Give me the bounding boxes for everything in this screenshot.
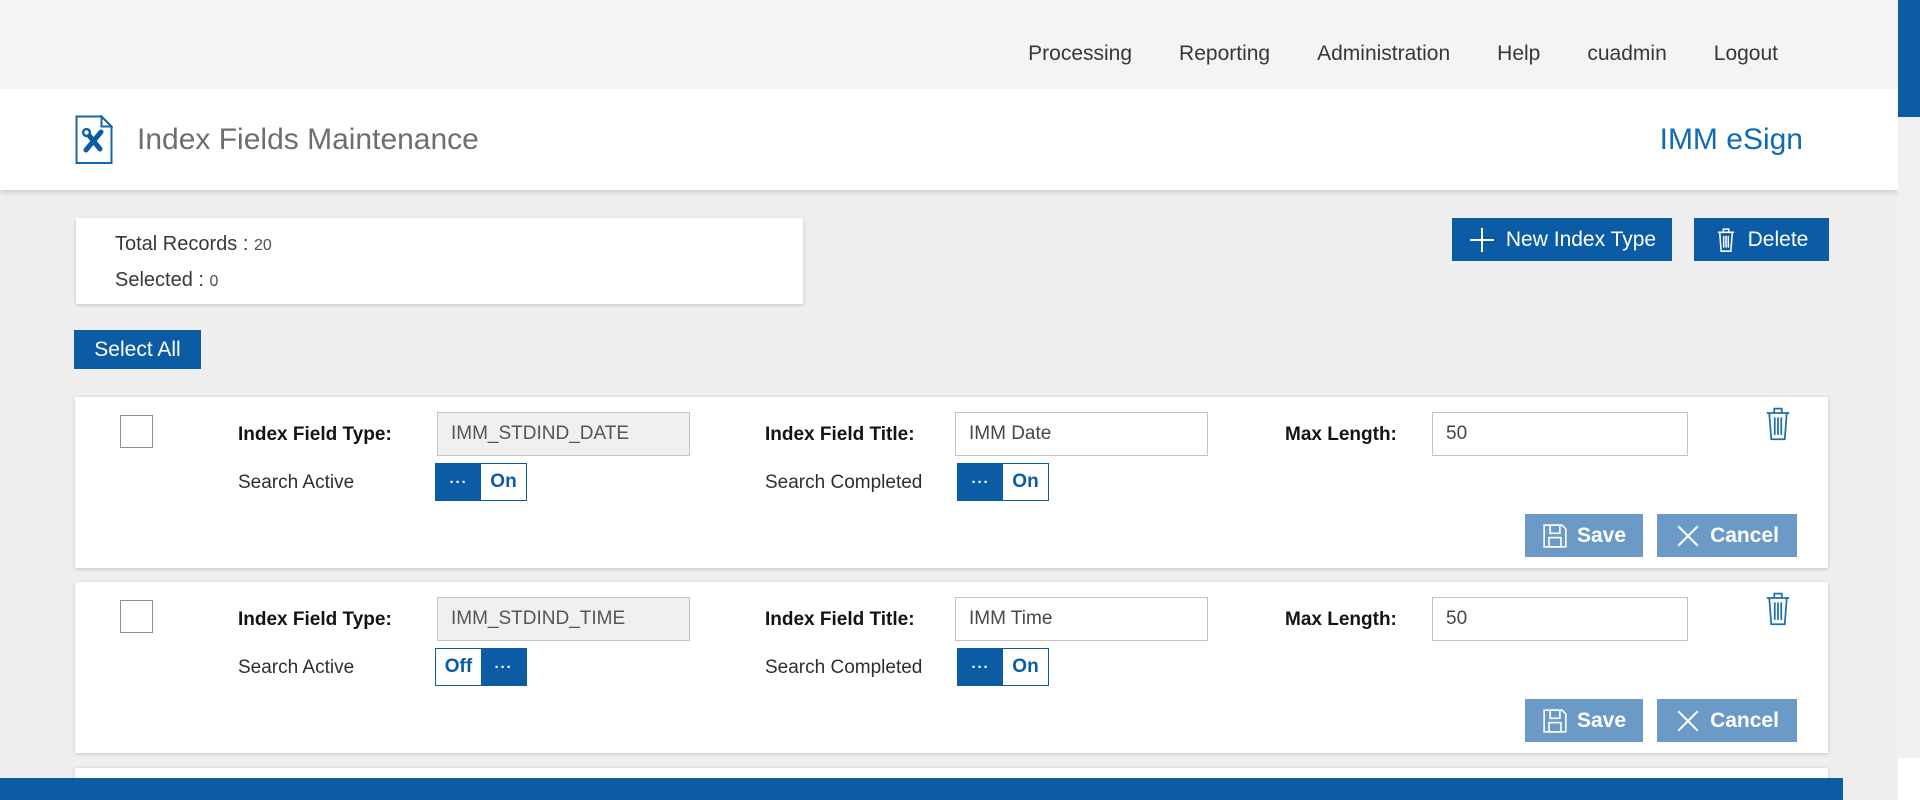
selected-label: Selected :: [115, 269, 204, 291]
max-length-input[interactable]: [1432, 597, 1688, 641]
new-index-type-label: New Index Type: [1505, 227, 1657, 251]
selected-value: 0: [209, 273, 219, 290]
search-completed-toggle-on[interactable]: ··· On: [957, 648, 1049, 686]
cancel-label: Cancel: [1710, 523, 1779, 547]
plus-icon: [1468, 226, 1496, 254]
cancel-x-icon: [1675, 708, 1701, 734]
search-completed-label: Search Completed: [765, 657, 923, 678]
search-active-toggle-on[interactable]: ··· On: [435, 463, 527, 501]
delete-button[interactable]: Delete: [1694, 218, 1829, 261]
toggle-handle: ···: [958, 649, 1003, 685]
max-length-label: Max Length:: [1285, 424, 1397, 445]
new-index-type-button[interactable]: New Index Type: [1452, 218, 1672, 261]
toggle-handle: ···: [436, 464, 481, 500]
total-records-line: Total Records : 20: [115, 233, 803, 256]
top-nav: Processing Reporting Administration Help…: [0, 0, 1898, 89]
nav-reporting[interactable]: Reporting: [1179, 41, 1271, 65]
page-title: Index Fields Maintenance: [137, 122, 479, 156]
save-label: Save: [1576, 523, 1627, 547]
row-checkbox[interactable]: [120, 415, 153, 448]
scrollbar-bottom-segment: [1898, 758, 1920, 800]
index-field-row: Index Field Type: Index Field Title: Max…: [75, 582, 1828, 753]
nav-processing[interactable]: Processing: [1028, 41, 1133, 65]
index-field-row: Index Field Type: Index Field Title: Max…: [75, 397, 1828, 568]
trash-icon: [1715, 226, 1737, 253]
index-field-title-input[interactable]: [955, 412, 1208, 456]
toggle-state-label: On: [1012, 656, 1039, 677]
save-floppy-icon: [1542, 523, 1568, 549]
brand-logo: IMM eSign: [1659, 122, 1803, 156]
index-field-title-label: Index Field Title:: [765, 609, 915, 630]
search-completed-toggle-on[interactable]: ··· On: [957, 463, 1049, 501]
cancel-label: Cancel: [1710, 708, 1779, 732]
max-length-label: Max Length:: [1285, 609, 1397, 630]
row-trash-icon[interactable]: [1763, 588, 1793, 628]
save-button[interactable]: Save: [1525, 514, 1643, 557]
save-button[interactable]: Save: [1525, 699, 1643, 742]
delete-label: Delete: [1747, 227, 1809, 251]
nav-administration[interactable]: Administration: [1317, 41, 1451, 65]
search-active-toggle-off[interactable]: Off ···: [435, 648, 527, 686]
cancel-button[interactable]: Cancel: [1657, 514, 1797, 557]
nav-help[interactable]: Help: [1497, 41, 1541, 65]
index-field-type-input: [437, 412, 690, 456]
page-header: Index Fields Maintenance IMM eSign: [0, 89, 1898, 190]
bottom-accent-bar: [0, 778, 1843, 800]
cancel-x-icon: [1675, 523, 1701, 549]
total-records-label: Total Records :: [115, 233, 249, 255]
toggle-handle: ···: [958, 464, 1003, 500]
document-tools-icon: [75, 114, 113, 165]
cancel-button[interactable]: Cancel: [1657, 699, 1797, 742]
records-summary-box: Total Records : 20 Selected : 0: [76, 218, 803, 304]
toggle-state-label: On: [490, 471, 517, 492]
vertical-scrollbar-track[interactable]: [1898, 0, 1920, 800]
nav-logout[interactable]: Logout: [1713, 41, 1778, 65]
row-checkbox[interactable]: [120, 600, 153, 633]
toggle-state-label: On: [1012, 471, 1039, 492]
selected-line: Selected : 0: [115, 269, 803, 292]
row-trash-icon[interactable]: [1763, 403, 1793, 443]
max-length-input[interactable]: [1432, 412, 1688, 456]
index-field-type-input: [437, 597, 690, 641]
toggle-handle: ···: [481, 649, 526, 685]
select-all-button[interactable]: Select All: [74, 330, 201, 369]
index-field-type-label: Index Field Type:: [238, 424, 392, 445]
save-floppy-icon: [1542, 708, 1568, 734]
index-field-title-input[interactable]: [955, 597, 1208, 641]
toggle-state-label: Off: [444, 656, 473, 677]
select-all-label: Select All: [94, 337, 181, 361]
index-field-title-label: Index Field Title:: [765, 424, 915, 445]
search-active-label: Search Active: [238, 657, 355, 678]
search-active-label: Search Active: [238, 472, 355, 493]
save-label: Save: [1576, 708, 1627, 732]
vertical-scrollbar-thumb[interactable]: [1898, 0, 1920, 117]
nav-user-cuadmin[interactable]: cuadmin: [1587, 41, 1667, 65]
index-field-type-label: Index Field Type:: [238, 609, 392, 630]
total-records-value: 20: [253, 237, 272, 254]
search-completed-label: Search Completed: [765, 472, 923, 493]
